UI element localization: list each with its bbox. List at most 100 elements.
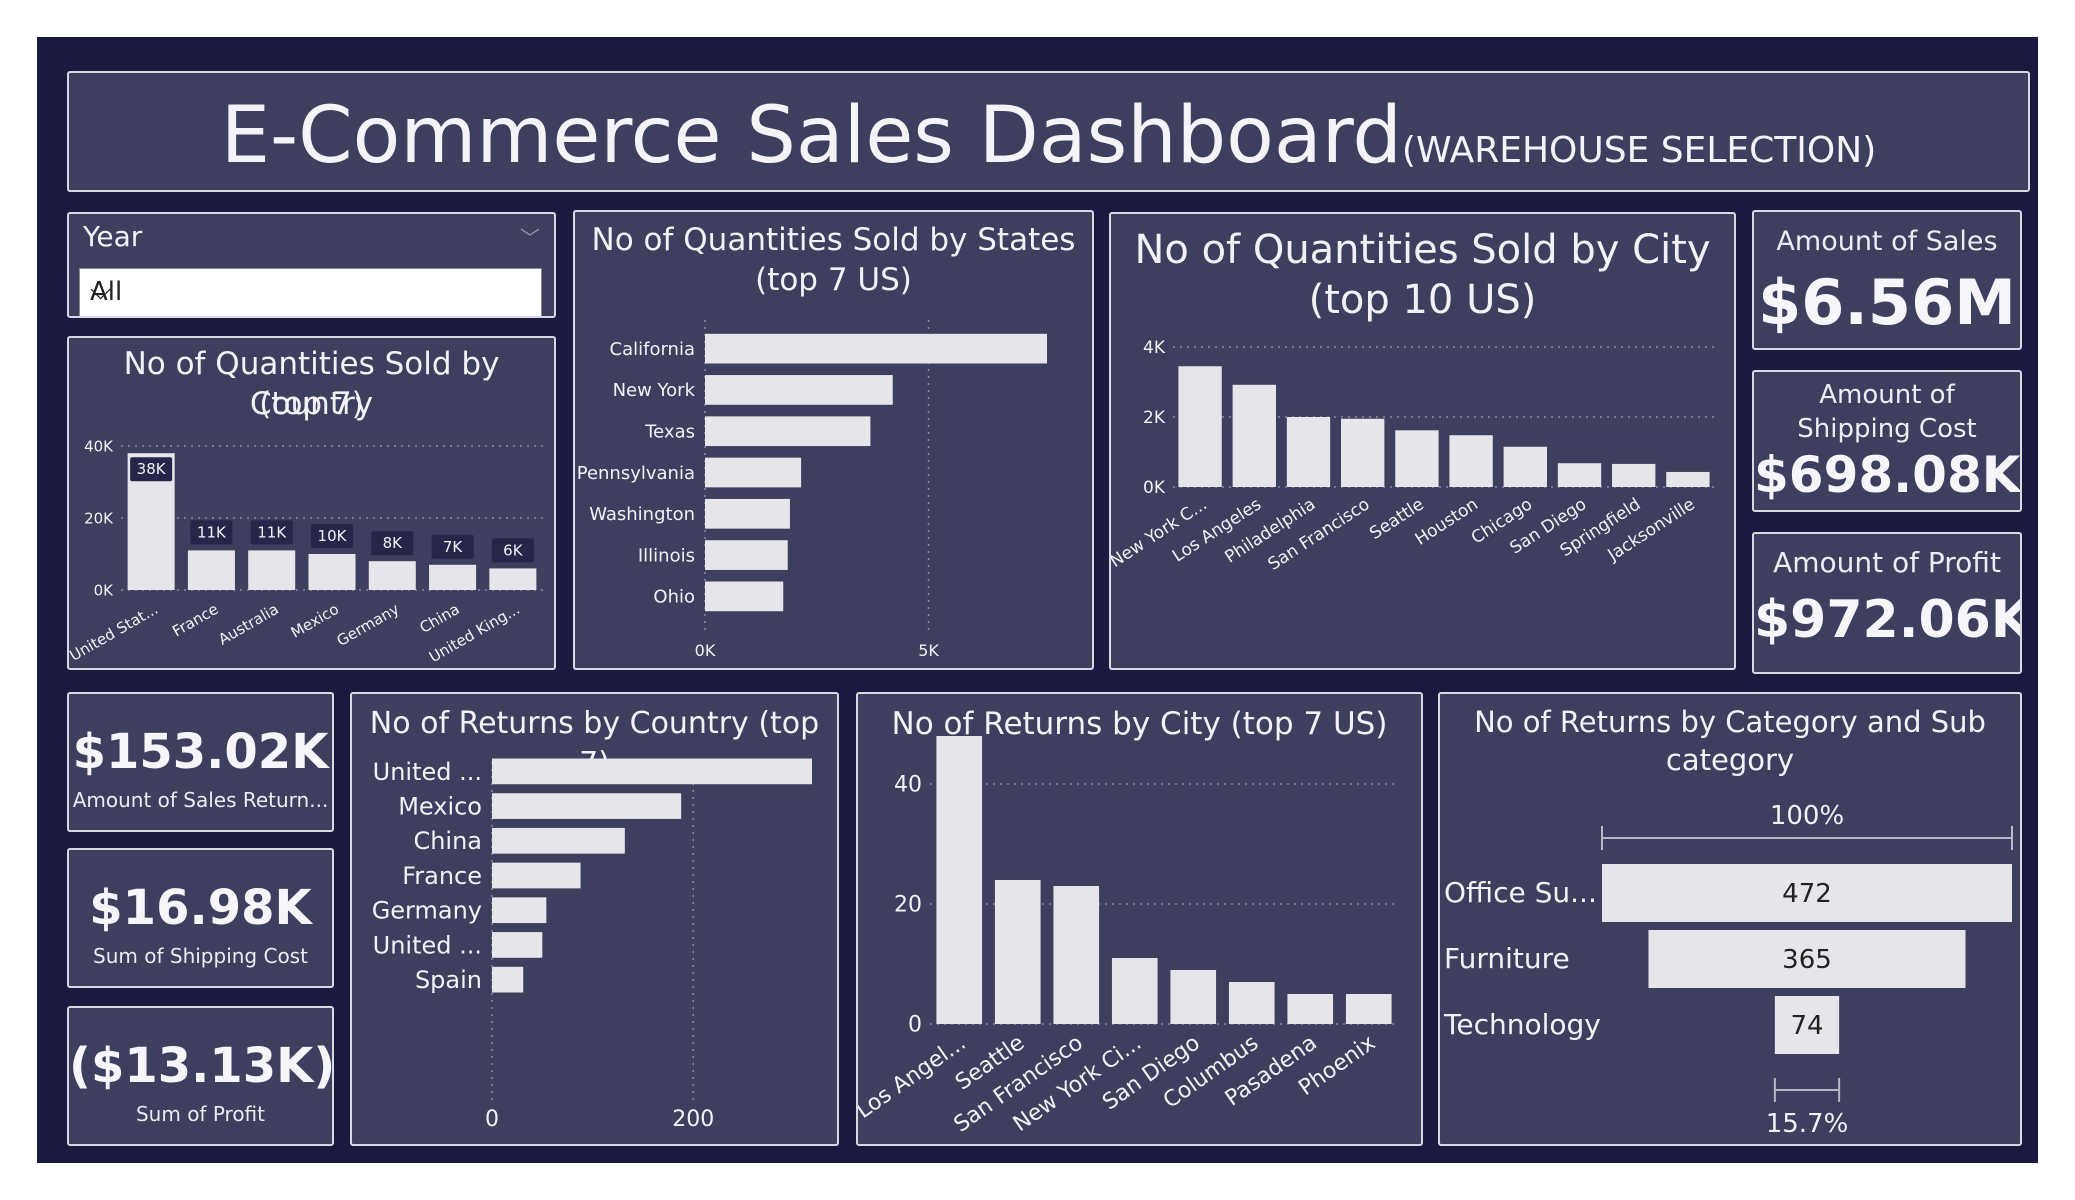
city-bar: [1503, 446, 1547, 487]
country-ytick-label: 40K: [84, 437, 114, 455]
city-bar: [1612, 463, 1656, 487]
city-bar: [1395, 430, 1439, 487]
country-data-label-bg: [371, 531, 414, 556]
country-ytick-label: 0K: [94, 581, 115, 599]
returns_country-bar: [492, 793, 682, 819]
country-data-label: 7K: [443, 538, 464, 556]
returns_city-bar: [1287, 994, 1334, 1024]
kpi-sales-value: $6.56M: [1758, 266, 2016, 339]
country-data-label: 38K: [137, 460, 167, 478]
returns_city-ytick-label: 40: [894, 773, 922, 798]
returns_city-ytick-label: 20: [894, 893, 922, 918]
kpi-sales-return-label: Amount of Sales Return...: [72, 788, 329, 812]
city-bar: [1557, 463, 1602, 487]
city-bar: [1178, 366, 1222, 487]
returns_country-category-label: Mexico: [398, 792, 482, 820]
year-slicer-label: Year: [83, 220, 143, 253]
page-title-main: E-Commerce Sales Dashboard: [220, 91, 1402, 181]
states-bar: [705, 457, 802, 488]
city-bar: [1286, 417, 1331, 487]
country-category-label: Germany: [334, 600, 403, 650]
kpi-sales-return-card: $153.02K Amount of Sales Return...: [67, 692, 334, 832]
kpi-profit-card: Amount of Profit $972.06K: [1752, 532, 2022, 674]
country-data-label-bg: [250, 520, 293, 545]
returns_category-bar: [1648, 930, 1966, 988]
country-category-label: United Stat...: [67, 600, 161, 665]
city-bar: [1666, 471, 1710, 487]
returns_country-bar: [492, 862, 581, 889]
country-bar: [187, 550, 235, 590]
chart-city-panel: No of Quantities Sold by City (top 10 US…: [1109, 212, 1736, 670]
country-data-label-bg: [130, 457, 173, 482]
states-xtick-label: 0K: [695, 641, 716, 660]
country-bar: [489, 568, 537, 590]
returns_country-category-label: China: [413, 827, 482, 855]
chevron-down-icon[interactable]: ﹀: [520, 226, 540, 250]
country-data-label: 8K: [383, 534, 404, 552]
returns_city-bar: [1345, 994, 1392, 1024]
returns_country-category-label: United ...: [373, 931, 482, 959]
kpi-shipping-card: Amount of Shipping Cost $698.08K: [1752, 370, 2022, 512]
states-xtick-label: 5K: [918, 641, 939, 660]
chart-states-panel: No of Quantities Sold by States (top 7 U…: [573, 210, 1094, 670]
country-bar: [308, 554, 356, 590]
country-data-label-bg: [491, 538, 534, 563]
country-bar: [248, 550, 296, 590]
returns_country-category-label: France: [402, 862, 482, 890]
country-data-label: 11K: [197, 523, 227, 541]
city-bar: [1232, 384, 1276, 487]
states-bar: [705, 498, 790, 529]
kpi-sales-card: Amount of Sales $6.56M: [1752, 210, 2022, 350]
chart-city-title-2: (top 10 US): [1308, 277, 1537, 323]
kpi-sum-shipping-label: Sum of Shipping Cost: [93, 944, 308, 968]
states-category-label: Washington: [589, 504, 695, 525]
page-title: E-Commerce Sales Dashboard(WAREHOUSE SEL…: [69, 91, 2028, 181]
returns_city-bar: [994, 880, 1041, 1024]
dropdown-arrow-icon[interactable]: ⌵: [90, 273, 112, 306]
states-category-label: Illinois: [638, 545, 695, 566]
returns_country-bar: [492, 932, 543, 958]
returns_country-xtick-label: 0: [485, 1107, 499, 1132]
chart-city-title-1: No of Quantities Sold by City: [1134, 227, 1711, 273]
city-category-label: Houston: [1412, 494, 1482, 549]
kpi-profit-value: $972.06K: [1754, 590, 2022, 650]
country-ytick-label: 20K: [84, 509, 114, 527]
country-data-label-bg: [190, 520, 233, 545]
returns_country-bar: [492, 897, 547, 924]
year-dropdown[interactable]: All ⌵: [79, 268, 542, 316]
city-ytick-label: 2K: [1143, 408, 1166, 428]
kpi-shipping-value: $698.08K: [1754, 446, 2021, 504]
kpi-shipping-label: Amount of Shipping Cost: [1797, 380, 1977, 444]
kpi-sum-profit-card: ($13.13K) Sum of Profit: [67, 1006, 334, 1146]
year-slicer[interactable]: Year ﹀ All ⌵: [67, 212, 556, 318]
returns_category-data-label: 365: [1782, 945, 1832, 975]
states-bar: [705, 416, 871, 447]
chart-country-title-2: (top 7): [259, 386, 364, 422]
kpi-sum-shipping-value: $16.98K: [89, 880, 312, 936]
returns_city-bar: [1170, 970, 1217, 1024]
chart-returns-category-title-2: category: [1665, 743, 1795, 777]
city-bar: [1341, 418, 1385, 487]
states-category-label: Ohio: [653, 587, 695, 608]
states-category-label: Pennsylvania: [577, 463, 695, 484]
returns_category-data-label: 472: [1782, 879, 1832, 909]
chart-returns-city-panel: No of Returns by City (top 7 US) 0 20 40 Lo…: [856, 692, 1423, 1146]
returns_city-bar: [1053, 886, 1100, 1024]
chart-states: 0K 5K California New York Texas Pennsylvania W…: [577, 320, 1047, 660]
country-bar: [368, 561, 416, 590]
returns_category-category-label: Technology: [1443, 1008, 1601, 1041]
chart-returns-country-panel: No of Returns by Country (top 7) 0200Uni…: [350, 692, 839, 1146]
returns_category-bar: [1774, 996, 1840, 1054]
returns_category-data-label: 74: [1790, 1011, 1823, 1041]
kpi-sales-return-value: $153.02K: [72, 724, 329, 780]
returns_city-bar: [1111, 958, 1158, 1024]
city-ytick-label: 0K: [1143, 478, 1166, 498]
states-bar: [705, 333, 1047, 364]
kpi-profit-label: Amount of Profit: [1773, 546, 2001, 579]
country-category-label: China: [416, 600, 462, 637]
returns_country-xtick-label: 200: [672, 1107, 714, 1132]
returns_category-bottom-label: 15.7%: [1766, 1109, 1849, 1139]
title-panel: E-Commerce Sales Dashboard(WAREHOUSE SEL…: [67, 71, 2030, 192]
returns_category-category-label: Furniture: [1444, 942, 1570, 975]
